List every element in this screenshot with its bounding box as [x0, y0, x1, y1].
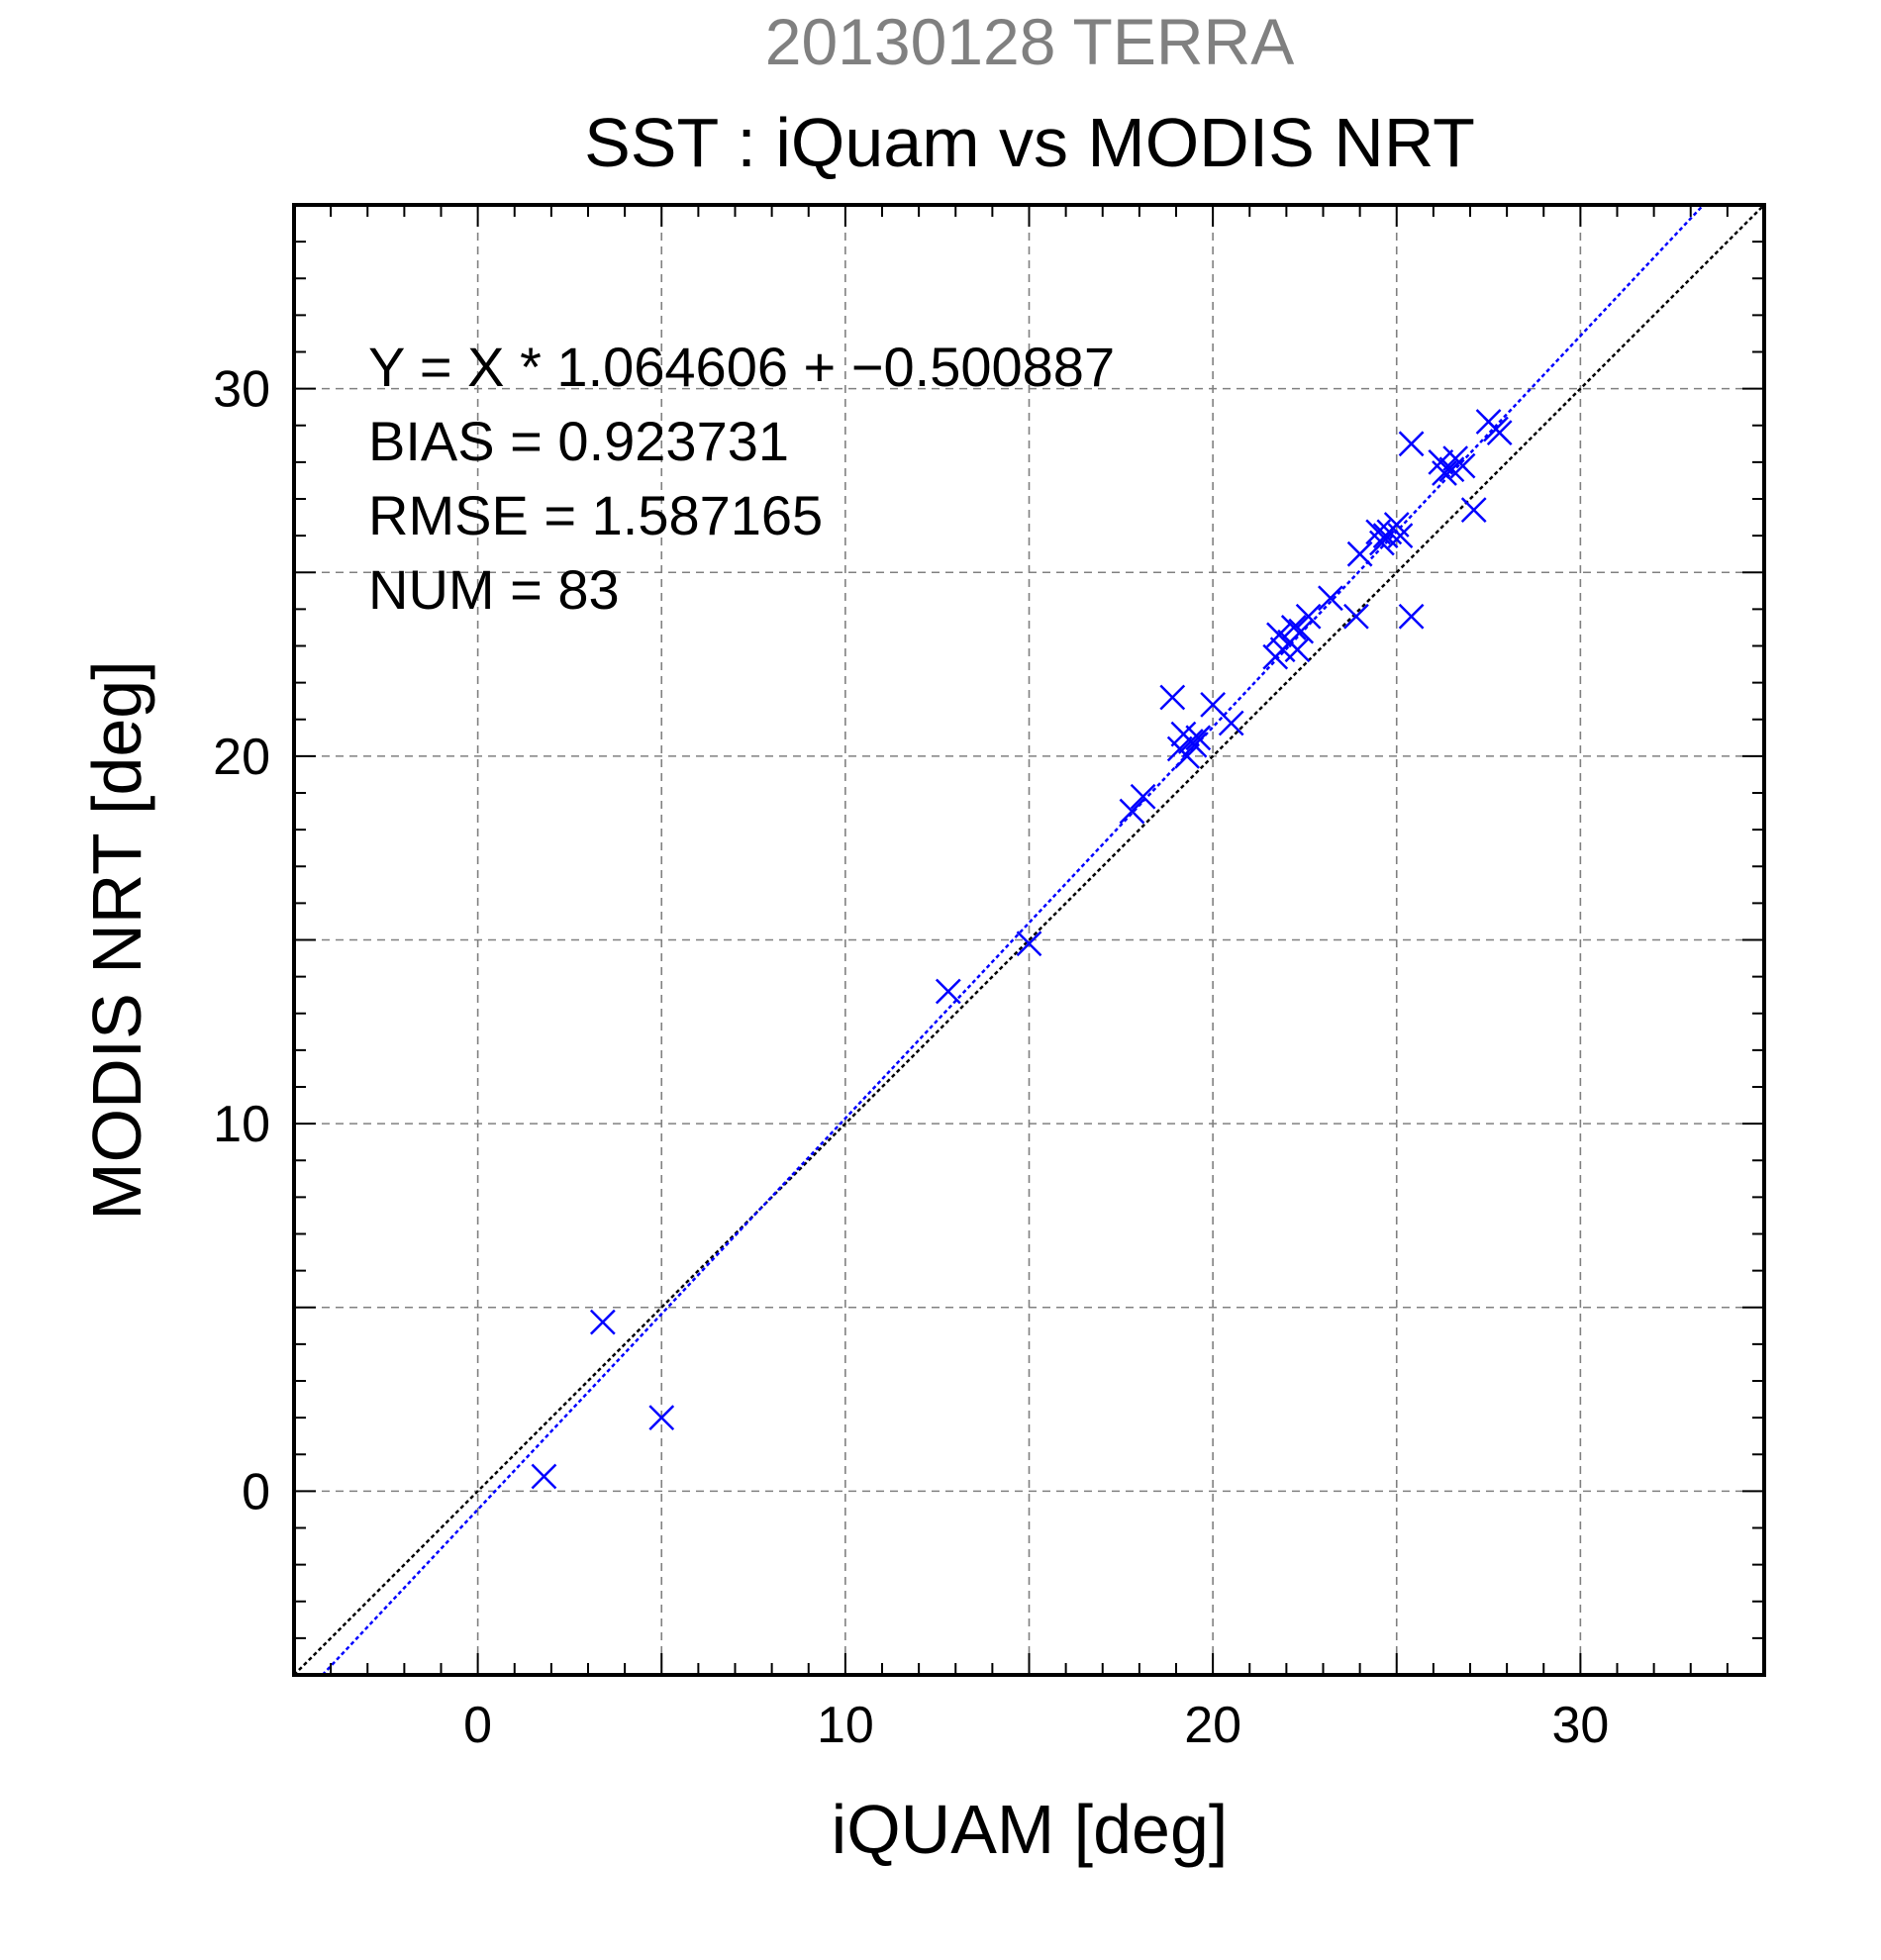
data-point-stroke: [1343, 603, 1369, 630]
stat-rmse: RMSE = 1.587165: [368, 484, 823, 546]
reference-lines: [294, 205, 1764, 1675]
data-point: [648, 1405, 675, 1431]
data-point: [1218, 710, 1244, 736]
data-point: [1460, 497, 1487, 524]
data-point-stroke: [1486, 420, 1513, 446]
data-point-stroke: [1449, 452, 1476, 479]
data-point: [1284, 637, 1311, 663]
data-point-stroke: [531, 1463, 557, 1490]
chart-title: SST : iQuam vs MODIS NRT: [584, 104, 1475, 181]
data-point-stroke: [1369, 530, 1395, 556]
data-point-stroke: [1432, 460, 1457, 486]
data-point: [1398, 603, 1425, 630]
data-point: [1449, 452, 1476, 479]
data-point-stroke: [935, 978, 961, 1005]
data-point-stroke: [1266, 622, 1292, 648]
data-point: [1398, 431, 1425, 457]
data-point-stroke: [1130, 783, 1156, 810]
data-point-stroke: [648, 1405, 675, 1431]
data-point: [1369, 530, 1395, 556]
data-point-stroke: [1365, 519, 1392, 545]
identity-line: [294, 205, 1764, 1675]
data-point: [1318, 585, 1343, 612]
data-point-stroke: [1398, 603, 1425, 630]
fit-line: [321, 205, 1706, 1675]
data-point: [1174, 742, 1201, 769]
data-point: [1288, 618, 1315, 644]
data-point-stroke: [1346, 540, 1373, 567]
x-tick-label: 0: [463, 1697, 492, 1754]
x-tick-label: 20: [1184, 1697, 1241, 1754]
data-point-stroke: [1181, 732, 1208, 758]
data-point: [1346, 540, 1373, 567]
data-point-stroke: [1288, 618, 1315, 644]
data-point-stroke: [1016, 931, 1042, 957]
minor-ticks: [294, 205, 1764, 1675]
x-tick-labels: 0 10 20 30: [463, 1697, 1609, 1754]
data-point: [1343, 603, 1369, 630]
data-point: [1295, 603, 1322, 630]
data-point-stroke: [1159, 684, 1186, 711]
x-axis-label: iQUAM [deg]: [832, 1791, 1229, 1868]
x-tick-label: 30: [1551, 1697, 1609, 1754]
y-tick-labels: 0 10 20 30: [213, 361, 270, 1521]
data-point: [1130, 783, 1156, 810]
data-point-stroke: [1185, 725, 1212, 751]
data-point: [1016, 931, 1042, 957]
data-point-stroke: [1460, 497, 1487, 524]
data-point: [935, 978, 961, 1005]
y-tick-label: 10: [213, 1096, 270, 1153]
data-point: [1432, 460, 1457, 486]
data-point: [1185, 725, 1212, 751]
data-point: [531, 1463, 557, 1490]
data-point: [1280, 615, 1307, 640]
y-tick-label: 0: [242, 1463, 270, 1520]
data-point-stroke: [1280, 615, 1307, 640]
data-point: [1159, 684, 1186, 711]
data-point: [1387, 523, 1414, 549]
data-point: [1181, 732, 1208, 758]
x-tick-label: 10: [817, 1697, 874, 1754]
data-point-stroke: [1318, 585, 1343, 612]
data-point: [1266, 622, 1292, 648]
data-point-stroke: [1200, 692, 1227, 718]
data-point-stroke: [1295, 603, 1322, 630]
data-point-stroke: [1398, 431, 1425, 457]
data-point-stroke: [1119, 798, 1145, 825]
data-point-stroke: [1428, 448, 1454, 475]
chart-supertitle: 20130128 TERRA: [765, 5, 1294, 78]
data-point: [1486, 420, 1513, 446]
data-point-stroke: [1284, 637, 1311, 663]
data-points: [531, 409, 1513, 1490]
stat-bias: BIAS = 0.923731: [368, 410, 789, 472]
data-point-stroke: [1174, 742, 1201, 769]
y-tick-label: 20: [213, 729, 270, 786]
y-axis-label: MODIS NRT [deg]: [78, 660, 155, 1220]
data-point: [1119, 798, 1145, 825]
data-point-stroke: [589, 1309, 616, 1335]
data-point: [589, 1309, 616, 1335]
data-point-stroke: [1387, 523, 1414, 549]
data-point-stroke: [1383, 512, 1410, 538]
stats-block: Y = X * 1.064606 + −0.500887 BIAS = 0.92…: [368, 336, 1115, 621]
y-tick-label: 30: [213, 361, 270, 419]
stat-num: NUM = 83: [368, 558, 620, 621]
data-point-stroke: [1218, 710, 1244, 736]
stat-fit-equation: Y = X * 1.064606 + −0.500887: [368, 336, 1115, 398]
